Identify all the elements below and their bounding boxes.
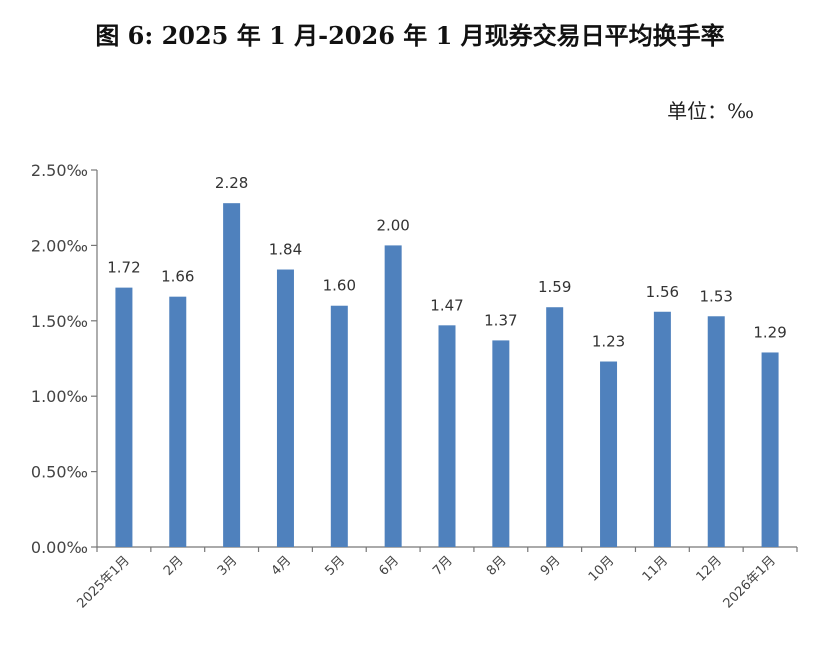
data-label: 1.47 — [430, 296, 463, 314]
x-tick-label: 9月 — [538, 553, 564, 579]
y-tick-label: 0.50‰ — [31, 463, 88, 482]
x-tick-label: 8月 — [484, 553, 510, 579]
x-tick-label: 4月 — [269, 553, 295, 579]
y-tick-label: 2.50‰ — [31, 161, 88, 180]
data-label: 1.59 — [538, 278, 571, 296]
x-tick-label: 2月 — [161, 553, 187, 579]
data-label: 1.84 — [269, 241, 302, 259]
bar-8月 — [492, 340, 510, 547]
bar-6月 — [384, 245, 402, 547]
bar-9月 — [546, 307, 564, 547]
y-tick-label: 1.00‰ — [31, 387, 88, 406]
data-label: 2.28 — [215, 174, 248, 192]
bar-2月 — [169, 296, 187, 547]
bar-3月 — [223, 203, 241, 547]
bar-12月 — [707, 316, 725, 547]
y-tick-label: 0.00‰ — [31, 538, 88, 557]
data-label: 1.37 — [484, 311, 517, 329]
x-tick-label: 7月 — [430, 553, 456, 579]
x-tick-label: 10月 — [586, 553, 617, 584]
chart-title: 图 6: 2025 年 1 月-2026 年 1 月现券交易日平均换手率 — [95, 21, 725, 50]
data-label: 1.60 — [323, 277, 356, 295]
bar-5月 — [330, 305, 348, 547]
data-label: 1.53 — [700, 287, 733, 305]
x-tick-label: 2026年1月 — [721, 553, 779, 611]
x-tick-label: 5月 — [322, 553, 348, 579]
y-tick-label: 1.50‰ — [31, 312, 88, 331]
data-label: 1.56 — [646, 283, 679, 301]
unit-label: 单位：‰ — [667, 99, 754, 123]
x-tick-label: 11月 — [640, 553, 671, 584]
data-label: 1.23 — [592, 333, 625, 351]
bar-2025年1月 — [115, 287, 133, 547]
x-tick-label: 2025年1月 — [75, 553, 133, 611]
data-label: 1.29 — [753, 323, 786, 341]
y-tick-label: 2.00‰ — [31, 236, 88, 255]
bar-11月 — [653, 311, 671, 547]
bar-2026年1月 — [761, 352, 779, 547]
bar-10月 — [600, 361, 618, 547]
x-tick-label: 3月 — [215, 553, 241, 579]
x-tick-label: 6月 — [376, 553, 402, 579]
data-label: 1.72 — [107, 259, 140, 277]
bar-7月 — [438, 325, 456, 547]
bar-4月 — [276, 269, 294, 547]
x-tick-label: 12月 — [694, 553, 725, 584]
data-label: 2.00 — [376, 216, 409, 234]
data-label: 1.66 — [161, 268, 194, 286]
